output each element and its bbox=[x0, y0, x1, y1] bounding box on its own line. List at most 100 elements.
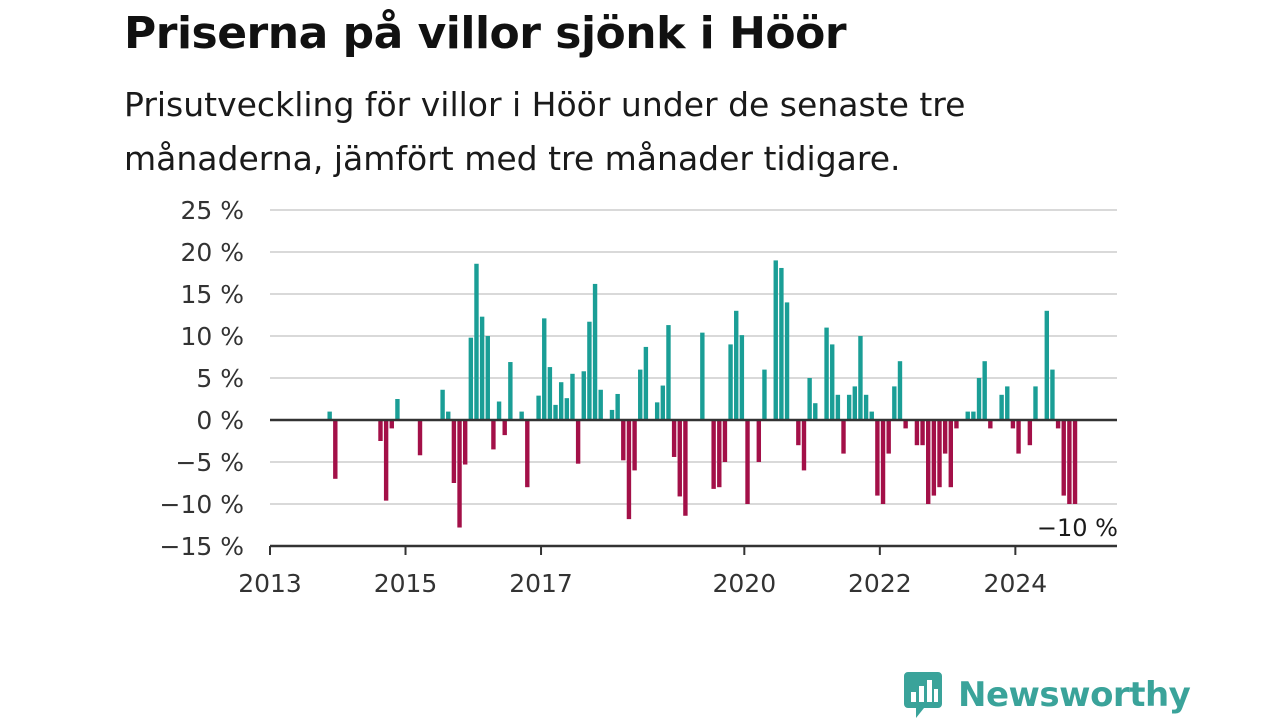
y-tick-label: 10 % bbox=[180, 322, 244, 351]
bar bbox=[801, 420, 807, 471]
last-value-label: −10 % bbox=[1037, 514, 1118, 542]
bar bbox=[378, 420, 383, 441]
y-tick-label: 20 % bbox=[180, 238, 244, 267]
bar bbox=[971, 411, 976, 420]
bar bbox=[976, 378, 982, 420]
bar bbox=[897, 361, 903, 420]
bar bbox=[479, 316, 485, 420]
bar bbox=[988, 420, 993, 429]
bar bbox=[598, 389, 603, 420]
bar bbox=[1050, 369, 1055, 420]
bar bbox=[1005, 386, 1010, 420]
bar bbox=[1016, 420, 1021, 454]
bar bbox=[564, 398, 570, 420]
bar bbox=[937, 420, 942, 488]
bar bbox=[547, 367, 553, 420]
x-axis: 2013 2015 2017 2020 2022 2024 bbox=[238, 544, 1117, 598]
x-tick-label: 2024 bbox=[984, 569, 1048, 598]
y-tick-label: 5 % bbox=[196, 364, 244, 393]
bar bbox=[383, 420, 389, 501]
bar bbox=[451, 420, 457, 483]
bar bbox=[508, 362, 513, 420]
x-tick-label: 2015 bbox=[374, 569, 438, 598]
x-tick-label: 2020 bbox=[713, 569, 777, 598]
y-axis-tick-labels: 25 % 20 % 15 % 10 % 5 % 0 % −5 % −10 % −15 % bbox=[160, 196, 244, 561]
bar bbox=[796, 420, 801, 446]
bar bbox=[1033, 386, 1038, 420]
bar bbox=[779, 267, 784, 420]
bar bbox=[542, 318, 547, 420]
bar bbox=[683, 420, 688, 516]
grid-lines bbox=[270, 209, 1117, 505]
bar bbox=[846, 394, 852, 420]
bar bbox=[558, 382, 564, 420]
bar bbox=[1010, 420, 1016, 429]
bar bbox=[773, 260, 778, 420]
y-tick-label: −5 % bbox=[175, 448, 244, 477]
bar bbox=[903, 420, 908, 429]
bar bbox=[892, 386, 897, 420]
bar bbox=[615, 393, 620, 420]
bar bbox=[717, 420, 722, 488]
bar bbox=[570, 373, 575, 420]
bar bbox=[587, 321, 592, 420]
bar bbox=[948, 420, 953, 488]
bar bbox=[875, 420, 880, 496]
bar bbox=[417, 420, 423, 456]
bar bbox=[1027, 420, 1033, 446]
bar bbox=[446, 411, 451, 420]
bar bbox=[457, 420, 462, 528]
x-tick-label: 2022 bbox=[848, 569, 912, 598]
bar bbox=[592, 283, 598, 420]
bar bbox=[519, 411, 524, 420]
bar bbox=[575, 420, 581, 464]
bar bbox=[739, 335, 745, 420]
bar bbox=[880, 420, 886, 504]
bar bbox=[643, 346, 649, 420]
bar bbox=[626, 420, 632, 520]
bar bbox=[920, 420, 925, 446]
bar bbox=[632, 420, 637, 471]
bar bbox=[807, 378, 812, 420]
bar bbox=[502, 420, 507, 436]
bar bbox=[462, 420, 468, 465]
bar bbox=[536, 395, 541, 420]
bar bbox=[327, 411, 332, 420]
bar bbox=[841, 420, 846, 454]
bar bbox=[609, 409, 615, 420]
bar bbox=[671, 420, 677, 457]
bar bbox=[858, 336, 863, 420]
bar bbox=[666, 325, 671, 420]
bar bbox=[474, 263, 479, 420]
bar bbox=[745, 420, 750, 504]
bar bbox=[581, 371, 586, 420]
bar bbox=[711, 420, 716, 489]
bar bbox=[485, 336, 490, 420]
bar bbox=[734, 310, 739, 420]
bar bbox=[333, 420, 338, 479]
y-tick-label: 0 % bbox=[196, 406, 244, 435]
x-tick-label: 2013 bbox=[238, 569, 302, 598]
bar bbox=[869, 411, 874, 420]
bar bbox=[525, 420, 530, 488]
bar bbox=[965, 411, 970, 420]
bar bbox=[1061, 420, 1066, 496]
chart-subtitle: Prisutveckling för villor i Höör under d… bbox=[124, 85, 966, 178]
bar bbox=[496, 401, 502, 420]
bar bbox=[1067, 420, 1072, 504]
newsworthy-logo: Newsworthy bbox=[902, 670, 1191, 720]
bar bbox=[852, 386, 858, 420]
bar bbox=[553, 404, 558, 420]
y-tick-label: 15 % bbox=[180, 280, 244, 309]
bar bbox=[830, 344, 835, 420]
newsworthy-logo-text: Newsworthy bbox=[958, 675, 1191, 715]
y-tick-label: −15 % bbox=[160, 532, 244, 561]
bar bbox=[722, 420, 728, 462]
bar bbox=[728, 344, 733, 420]
bar bbox=[440, 389, 445, 420]
newsworthy-logo-icon bbox=[904, 672, 942, 718]
bar bbox=[638, 369, 643, 420]
bar bbox=[926, 420, 931, 504]
bar bbox=[621, 420, 626, 461]
